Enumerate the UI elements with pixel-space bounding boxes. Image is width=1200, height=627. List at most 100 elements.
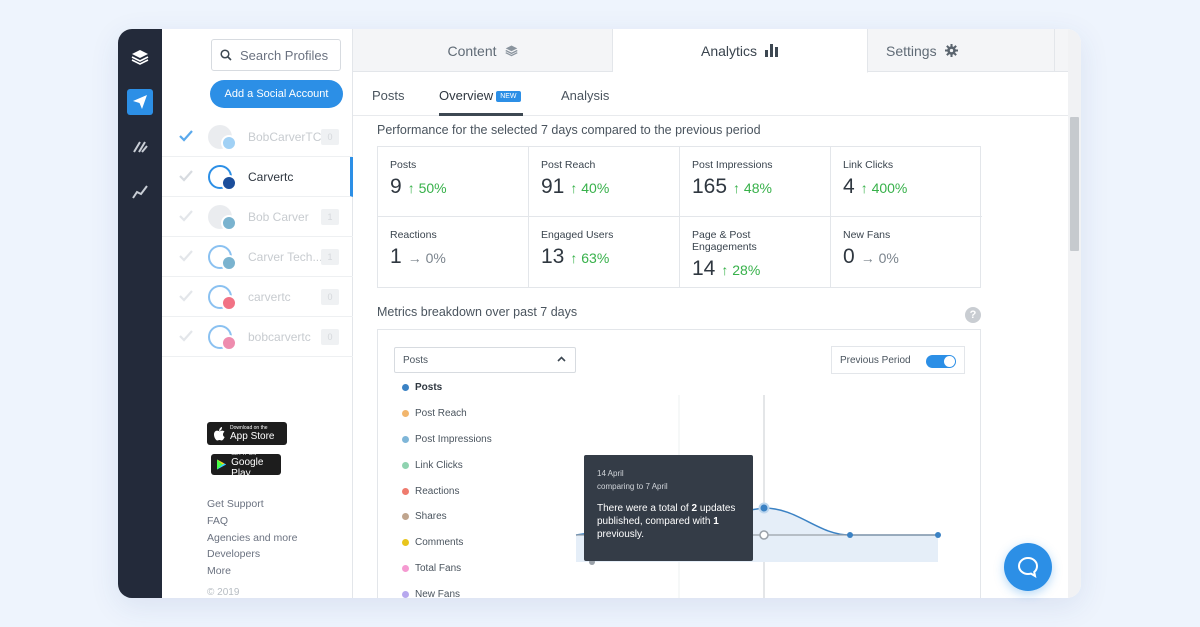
developers-link[interactable]: Developers [207, 548, 261, 561]
legend-dot [402, 410, 409, 418]
subtab-analysis[interactable]: Analysis [561, 88, 610, 103]
previous-period-label: Previous Period [840, 354, 911, 366]
metric-value: 9 [390, 175, 402, 198]
more-link[interactable]: More [207, 565, 231, 578]
scrollbar[interactable] [1068, 29, 1081, 598]
agencies-link[interactable]: Agencies and more [207, 531, 298, 544]
linkedin-icon [221, 215, 237, 231]
metric-value: 4 [843, 175, 855, 198]
app-window: Add a Social Account BobCarverTC 0 Carve… [118, 29, 1081, 598]
instagram-icon [221, 335, 237, 351]
metric-label: Engaged Users [541, 229, 614, 241]
metric-option[interactable]: New Fans [394, 581, 576, 598]
metric-option[interactable]: Total Fans [394, 556, 576, 582]
metric-change: → 0% [860, 250, 899, 266]
metric-option-label: Posts [415, 382, 443, 394]
google-play-badge[interactable]: GET IT ON Google Play [211, 450, 281, 479]
profile-count: 0 [321, 289, 339, 305]
metric-value: 14 [692, 257, 716, 280]
legend-dot [402, 539, 409, 547]
top-tabs: Content Analytics Settings [353, 29, 1068, 73]
metric-card: Posts 9 ↑ 50% [378, 147, 529, 217]
metric-value: 13 [541, 245, 565, 268]
metric-card: Reactions 1 → 0% [378, 217, 529, 288]
previous-period-switch[interactable] [926, 355, 956, 368]
tab-content-label: Content [447, 42, 497, 59]
posts-point [935, 532, 941, 538]
metric-option[interactable]: Post Impressions [394, 427, 576, 453]
rail-publish-paper-plane-icon[interactable] [127, 89, 153, 115]
metric-option[interactable]: Link Clicks [394, 452, 576, 478]
profile-name: BobCarverTC [248, 130, 322, 144]
profile-item[interactable]: BobCarverTC 0 [162, 117, 353, 157]
app-store-badge[interactable]: Download on the App Store [207, 422, 287, 445]
metric-options-list: Posts Post Reach Post Impressions Link C… [394, 375, 576, 598]
metric-card: Post Impressions 165 ↑ 48% [680, 147, 831, 217]
profile-count: 1 [321, 209, 339, 225]
rail-reply-icon[interactable] [127, 134, 153, 160]
search-box[interactable] [211, 39, 341, 71]
legend-dot [402, 487, 409, 495]
subtab-posts[interactable]: Posts [372, 88, 405, 103]
metric-option[interactable]: Shares [394, 504, 576, 530]
profile-name: Carver Tech... [248, 250, 323, 264]
metric-option-label: Reactions [415, 485, 460, 497]
metric-option[interactable]: Reactions [394, 478, 576, 504]
profile-item[interactable]: bobcarvertc 0 [162, 317, 353, 357]
profile-item[interactable]: carvertc 0 [162, 277, 353, 317]
google-play-label: Google Play [231, 456, 264, 479]
tab-settings-label: Settings [886, 42, 937, 59]
help-icon[interactable]: ? [965, 307, 981, 323]
metric-option[interactable]: Comments [394, 530, 576, 556]
check-icon [179, 250, 193, 262]
performance-title: Performance for the selected 7 days comp… [377, 123, 761, 137]
tab-settings[interactable]: Settings [868, 29, 1055, 72]
chart-tooltip: 14 April comparing to 7 April There were… [584, 455, 753, 561]
profile-name: carvertc [248, 290, 291, 304]
get-support-link[interactable]: Get Support [207, 498, 264, 510]
search-icon [220, 49, 232, 61]
tab-content[interactable]: Content [353, 29, 613, 72]
active-tab-underline [439, 113, 523, 116]
add-social-account-button[interactable]: Add a Social Account [210, 80, 343, 108]
metric-change: ↑ 50% [407, 180, 447, 196]
profile-name: bobcarvertc [248, 330, 311, 344]
footer-links: Get Support FAQ Agencies and more Develo… [207, 496, 297, 580]
legend-dot [402, 461, 409, 469]
check-icon [179, 130, 193, 142]
tooltip-date: 14 April [597, 469, 624, 478]
metric-change: ↑ 400% [860, 180, 908, 196]
metric-value: 0 [843, 245, 855, 268]
metric-change: ↑ 28% [721, 262, 761, 278]
metric-card: Link Clicks 4 ↑ 400% [831, 147, 982, 217]
previous-period-toggle-box: Previous Period [831, 346, 965, 374]
check-icon [179, 290, 193, 302]
legend-dot [402, 590, 409, 598]
rail-analyze-trend-icon[interactable] [127, 179, 153, 205]
metric-value: 1 [390, 245, 402, 268]
profile-item[interactable]: Carvertc [162, 157, 353, 197]
subtab-overview[interactable]: Overview NEW [439, 88, 521, 103]
metrics-grid: Posts 9 ↑ 50% Post Reach 91 ↑ 40% Post Imp… [377, 146, 982, 288]
gear-icon [944, 44, 958, 57]
search-input[interactable] [240, 47, 340, 63]
rail-logo-layers-icon[interactable] [127, 44, 153, 70]
profile-item[interactable]: Carver Tech... 1 [162, 237, 353, 277]
metric-option[interactable]: Posts [394, 375, 576, 401]
scrollbar-thumb[interactable] [1070, 117, 1079, 251]
profile-count: 0 [321, 129, 339, 145]
google-play-small-text: GET IT ON [231, 450, 256, 457]
faq-link[interactable]: FAQ [207, 514, 229, 527]
metric-change: → 0% [407, 250, 446, 266]
profile-count: 0 [321, 329, 339, 345]
profile-item[interactable]: Bob Carver 1 [162, 197, 353, 237]
tab-analytics[interactable]: Analytics [613, 29, 868, 73]
sub-tabs: Posts Overview NEW Analysis [353, 72, 1068, 116]
chat-button[interactable] [1004, 543, 1052, 591]
metric-option[interactable]: Post Reach [394, 401, 576, 427]
metric-select[interactable]: Posts [394, 347, 576, 373]
metric-option-label: Shares [415, 511, 447, 523]
linkedin-icon [221, 255, 237, 271]
app-store-small-text: Download on the [230, 425, 268, 431]
metric-card: Post Reach 91 ↑ 40% [529, 147, 680, 217]
